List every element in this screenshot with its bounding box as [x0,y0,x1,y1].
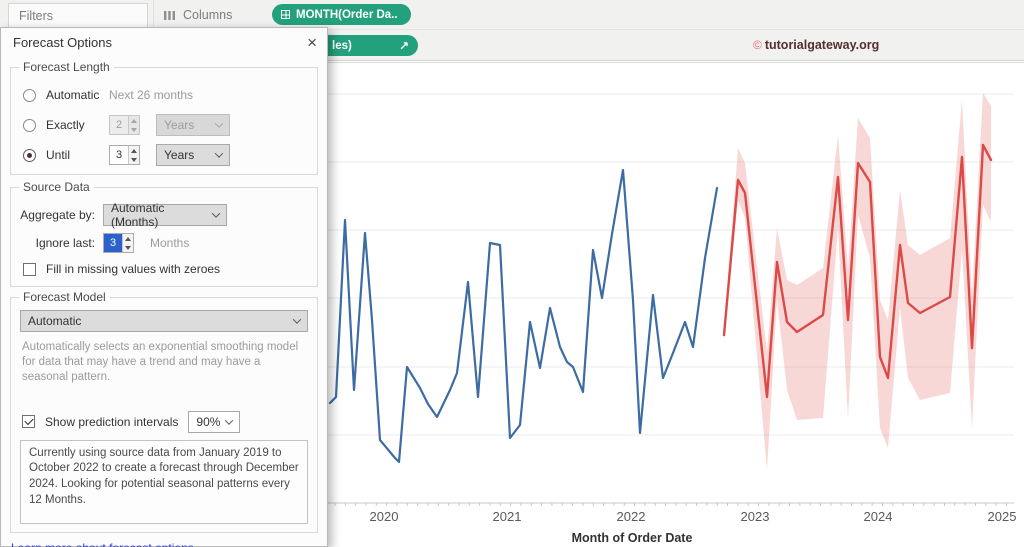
exactly-unit-dropdown: Years [156,114,230,136]
forecast-line [722,143,993,399]
close-icon[interactable]: × [307,32,317,52]
model-value: Automatic [28,314,82,328]
shelf-row-columns: Filters Columns MONTH(Order Da.. [0,0,1024,30]
prediction-interval-value: 90% [196,414,221,429]
watermark: © tutorialgateway.org [753,38,879,52]
forecast-options-dialog: Forecast Options × Forecast Length Autom… [0,27,328,547]
aggregate-by-label: Aggregate by: [20,208,95,222]
columns-icon [164,10,175,20]
columns-pill-month-order-date[interactable]: MONTH(Order Da.. [272,4,411,25]
columns-shelf[interactable]: Columns [163,0,232,30]
spinner-up-icon [131,118,137,123]
spinner-up-icon[interactable] [125,236,131,241]
date-grid-icon [281,10,290,19]
automatic-hint: Next 26 months [109,88,194,102]
until-value-spinner[interactable]: 3 [109,145,140,165]
ignore-last-value: 3 [104,234,122,252]
until-unit-dropdown[interactable]: Years [156,144,230,166]
forecast-indicator-icon: ↗ [398,38,409,53]
chevron-down-icon [211,209,221,218]
ignore-last-label: Ignore last: [35,236,95,250]
x-tick-label: 2023 [741,509,770,524]
automatic-radio-label: Automatic [46,88,100,102]
fill-zeroes-label: Fill in missing values with zeroes [46,262,221,276]
spinner-down-icon[interactable] [131,157,137,162]
chevron-down-icon [214,119,224,128]
rows-pill-label: les) [332,39,352,52]
model-description: Automatically selects an exponential smo… [22,341,299,384]
x-tick-label: 2024 [864,509,893,524]
watermark-text: tutorialgateway.org [764,38,880,52]
dialog-title: Forecast Options [13,34,112,50]
exactly-radio-label: Exactly [46,118,85,132]
spinner-down-icon [131,127,137,132]
until-radio[interactable] [23,148,36,162]
forecast-model-legend: Forecast Model [19,290,110,304]
copyright-icon: © [753,38,762,52]
until-value: 3 [115,149,123,161]
columns-shelf-label: Columns [183,8,233,22]
automatic-radio[interactable] [23,88,36,102]
forecast-length-group: Forecast Length Automatic Next 26 months… [10,60,318,175]
forecast-summary-box: Currently using source data from January… [20,439,308,524]
forecast-length-legend: Forecast Length [19,60,114,74]
chevron-down-icon [214,149,224,158]
exactly-unit-value: Years [164,118,195,132]
spinner-up-icon[interactable] [131,148,137,153]
columns-pill-label: MONTH(Order Da.. [296,8,398,21]
prediction-intervals-checkbox[interactable] [22,415,35,429]
x-axis-title: Month of Order Date [571,531,693,545]
until-radio-label: Until [46,148,71,162]
aggregate-by-dropdown[interactable]: Automatic (Months) [103,201,227,229]
rows-pill-sales[interactable]: les) ↗ [298,35,418,56]
model-dropdown[interactable]: Automatic [20,310,308,332]
prediction-intervals-label: Show prediction intervals [45,414,179,429]
chevron-down-icon [225,415,234,425]
dialog-titlebar: Forecast Options × [1,28,327,56]
shelf-divider [153,0,154,30]
aggregate-by-value: Automatic (Months) [111,201,165,229]
source-data-legend: Source Data [19,180,94,194]
spinner-down-icon[interactable] [125,245,131,250]
forecast-model-group: Forecast Model Automatic Automatically s… [10,290,318,533]
until-unit-value: Years [164,148,195,162]
x-tick-label: 2025 [988,509,1017,524]
filters-shelf[interactable]: Filters [8,3,148,28]
x-tick-label: 2022 [617,509,646,524]
x-tick-label: 2020 [370,509,399,524]
chevron-down-icon [292,315,302,324]
actual-line [328,168,719,464]
fill-zeroes-checkbox[interactable] [23,262,36,276]
ignore-last-unit: Months [150,236,190,250]
learn-more-link[interactable]: Learn more about forecast options [11,541,194,547]
prediction-interval-dropdown[interactable]: 90% [188,410,241,433]
prediction-band [724,93,991,470]
exactly-value: 2 [115,119,123,131]
exactly-value-spinner: 2 [109,115,140,135]
x-tick-label: 2021 [493,509,522,524]
exactly-radio[interactable] [23,118,36,132]
source-data-group: Source Data Aggregate by: Automatic (Mon… [10,180,318,287]
ignore-last-spinner[interactable]: 3 [103,233,134,253]
filters-shelf-label: Filters [19,8,54,23]
